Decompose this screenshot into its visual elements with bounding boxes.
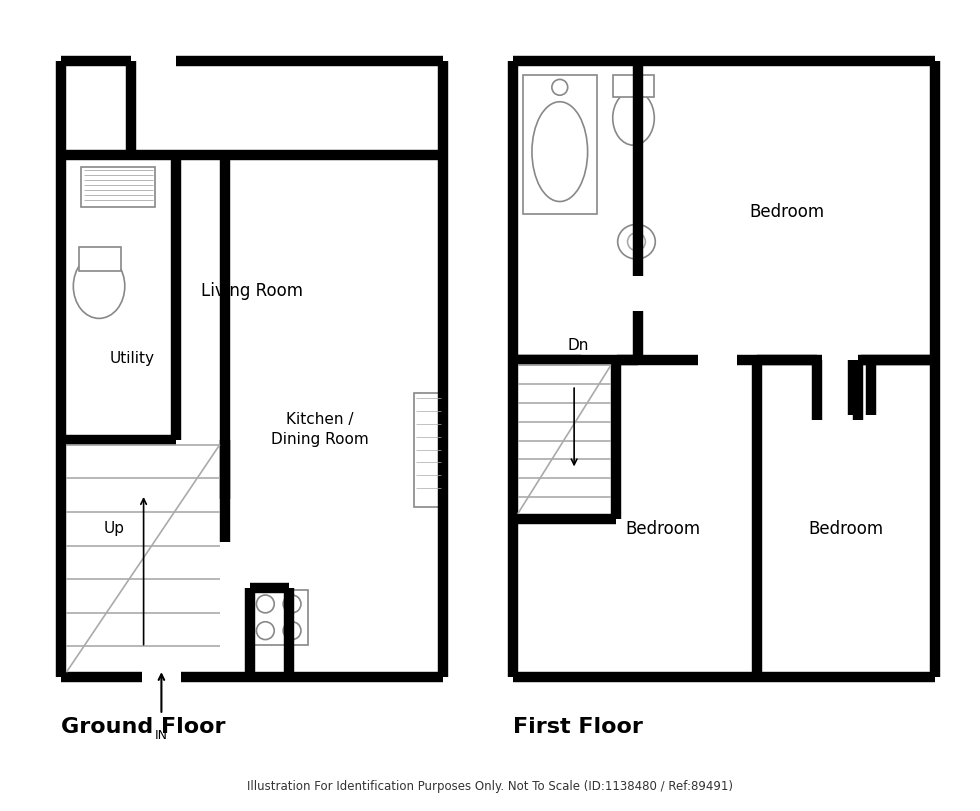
Ellipse shape (74, 254, 124, 319)
Text: IN: IN (155, 728, 168, 741)
Circle shape (283, 595, 301, 613)
Bar (251, 590, 308, 645)
Bar (414, 393, 442, 507)
Text: First Floor: First Floor (513, 717, 643, 736)
Ellipse shape (612, 91, 655, 145)
Text: Utility: Utility (109, 351, 154, 366)
Text: Kitchen /
Dining Room: Kitchen / Dining Room (270, 412, 368, 447)
Circle shape (257, 622, 274, 640)
Text: Bedroom: Bedroom (808, 520, 884, 538)
Bar (81, 167, 156, 207)
Bar (79, 247, 121, 272)
Text: Illustration For Identification Purposes Only. Not To Scale (ID:1138480 / Ref:89: Illustration For Identification Purposes… (247, 779, 733, 792)
Circle shape (627, 233, 646, 251)
Text: Ground Floor: Ground Floor (62, 717, 226, 736)
Text: Living Room: Living Room (202, 282, 304, 300)
Ellipse shape (617, 225, 656, 259)
Text: Dn: Dn (567, 338, 589, 353)
Circle shape (552, 79, 567, 95)
Bar (522, 75, 597, 214)
Text: Up: Up (104, 521, 124, 536)
Text: Bedroom: Bedroom (750, 203, 824, 221)
Circle shape (283, 622, 301, 640)
Circle shape (257, 595, 274, 613)
Ellipse shape (532, 101, 588, 201)
Text: Bedroom: Bedroom (625, 520, 701, 538)
Bar (612, 75, 655, 97)
